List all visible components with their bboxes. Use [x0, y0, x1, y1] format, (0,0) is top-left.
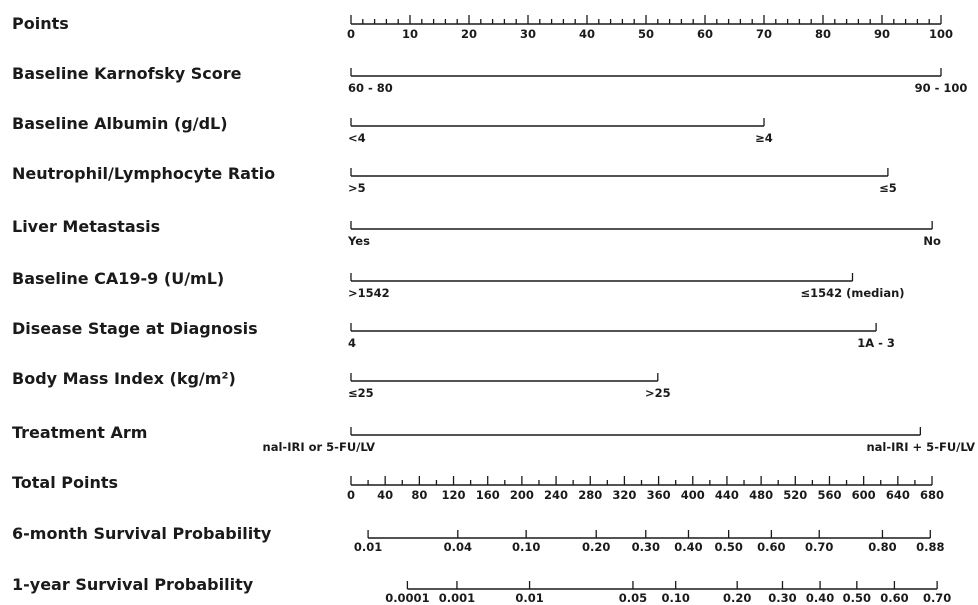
- row-label: Baseline Albumin (g/dL): [12, 114, 228, 133]
- level-label: No: [923, 234, 941, 248]
- survival-tick-label: 0.70: [805, 540, 833, 554]
- row-label: 6-month Survival Probability: [12, 524, 272, 543]
- survival-tick-label: 0.80: [868, 540, 896, 554]
- row-label: Neutrophil/Lymphocyte Ratio: [12, 164, 275, 183]
- tick-label: 90: [874, 27, 890, 41]
- tick-label: 80: [411, 488, 427, 502]
- tick-label: 20: [461, 27, 477, 41]
- level-label: 60 - 80: [348, 81, 393, 95]
- tick-label: 360: [647, 488, 671, 502]
- level-label: <4: [348, 131, 366, 145]
- survival-tick-label: 0.20: [723, 591, 751, 605]
- level-label: >25: [645, 386, 671, 400]
- level-label: 1A - 3: [857, 336, 895, 350]
- tick-label: 200: [510, 488, 534, 502]
- tick-label: 600: [852, 488, 876, 502]
- survival-tick-label: 0.10: [661, 591, 689, 605]
- tick-label: 40: [579, 27, 595, 41]
- row-label: Liver Metastasis: [12, 217, 160, 236]
- survival-tick-label: 0.01: [354, 540, 382, 554]
- tick-label: 60: [697, 27, 713, 41]
- row-label: Disease Stage at Diagnosis: [12, 319, 258, 338]
- level-label: 4: [348, 336, 356, 350]
- tick-label: 100: [929, 27, 953, 41]
- survival-tick-label: 0.60: [880, 591, 908, 605]
- tick-label: 320: [612, 488, 636, 502]
- survival-tick-label: 0.50: [714, 540, 742, 554]
- survival-tick-label: 0.88: [916, 540, 944, 554]
- level-label: >1542: [348, 286, 390, 300]
- level-label: ≥4: [755, 131, 773, 145]
- tick-label: 70: [756, 27, 772, 41]
- survival-tick-label: 0.30: [768, 591, 796, 605]
- row-label: Total Points: [12, 473, 118, 492]
- level-label: >5: [348, 181, 366, 195]
- tick-label: 30: [520, 27, 536, 41]
- tick-label: 50: [638, 27, 654, 41]
- survival-tick-label: 0.40: [674, 540, 702, 554]
- level-label: Yes: [347, 234, 370, 248]
- tick-label: 120: [442, 488, 466, 502]
- survival-tick-label: 0.001: [439, 591, 475, 605]
- tick-label: 440: [715, 488, 739, 502]
- level-label: ≤25: [348, 386, 374, 400]
- level-label: ≤1542 (median): [800, 286, 904, 300]
- tick-label: 640: [886, 488, 910, 502]
- tick-label: 280: [578, 488, 602, 502]
- survival-tick-label: 0.30: [632, 540, 660, 554]
- level-label: nal-IRI or 5-FU/LV: [263, 440, 376, 454]
- survival-tick-label: 0.0001: [385, 591, 429, 605]
- tick-label: 520: [783, 488, 807, 502]
- survival-tick-label: 0.04: [444, 540, 472, 554]
- row-label: Baseline Karnofsky Score: [12, 64, 242, 83]
- survival-tick-label: 0.50: [843, 591, 871, 605]
- tick-label: 480: [749, 488, 773, 502]
- tick-label: 40: [377, 488, 393, 502]
- row-label: Treatment Arm: [12, 423, 147, 442]
- survival-tick-label: 0.05: [619, 591, 647, 605]
- row-label: 1-year Survival Probability: [12, 575, 254, 594]
- tick-label: 160: [476, 488, 500, 502]
- row-label: Body Mass Index (kg/m²): [12, 369, 236, 388]
- survival-tick-label: 0.40: [806, 591, 834, 605]
- level-label: 90 - 100: [915, 81, 968, 95]
- survival-tick-label: 0.10: [512, 540, 540, 554]
- level-label: nal-IRI + 5-FU/LV: [866, 440, 975, 454]
- tick-label: 0: [347, 488, 355, 502]
- row-label: Points: [12, 14, 69, 33]
- tick-label: 680: [920, 488, 944, 502]
- tick-label: 0: [347, 27, 355, 41]
- tick-label: 400: [681, 488, 705, 502]
- level-label: ≤5: [879, 181, 897, 195]
- survival-tick-label: 0.01: [515, 591, 543, 605]
- survival-tick-label: 0.60: [757, 540, 785, 554]
- tick-label: 10: [402, 27, 418, 41]
- tick-label: 80: [815, 27, 831, 41]
- survival-tick-label: 0.70: [923, 591, 951, 605]
- tick-label: 560: [817, 488, 841, 502]
- tick-label: 240: [544, 488, 568, 502]
- row-label: Baseline CA19-9 (U/mL): [12, 269, 224, 288]
- survival-tick-label: 0.20: [582, 540, 610, 554]
